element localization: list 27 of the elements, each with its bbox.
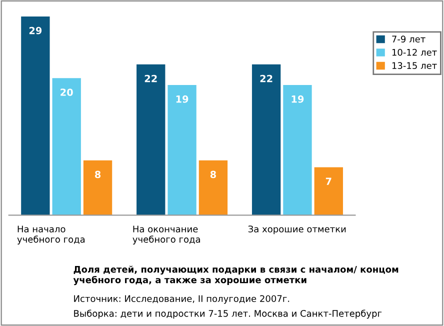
data-label: 22 [144,74,157,82]
bar [314,167,343,216]
data-label: 20 [60,88,73,96]
legend-label: 10-12 лет [392,48,437,56]
x-tick-label: На начало учебного года [17,226,85,244]
legend-label: 13-15 лет [392,62,437,69]
bar [252,64,281,216]
data-label: 22 [260,74,272,82]
bar [168,84,196,216]
data-label: 7 [326,178,332,185]
x-tick-label: На окончание учебного года [132,226,200,244]
data-label: 8 [94,170,101,178]
bar [136,64,166,216]
legend-label: 7-9 лет [392,36,426,42]
text: Выборка: дети и подростки 7-15 лет. Москва и Санкт-Петербург [74,310,382,319]
bar [21,16,50,216]
data-label: 19 [292,95,304,103]
x-tick-label: За хорошие отметки [248,226,346,234]
bar [198,160,228,216]
bar [283,84,312,216]
text: Источник: Исследование, II полугодие 2007г. [74,295,290,304]
text: Доля детей, получающих подарки в связи с началом/ концом учебного года, а также за хорошие отметки [73,266,398,286]
bar [83,160,112,216]
bar [52,78,81,216]
data-label: 19 [176,95,188,103]
data-label: 8 [210,170,216,178]
data-label: 29 [29,26,42,34]
